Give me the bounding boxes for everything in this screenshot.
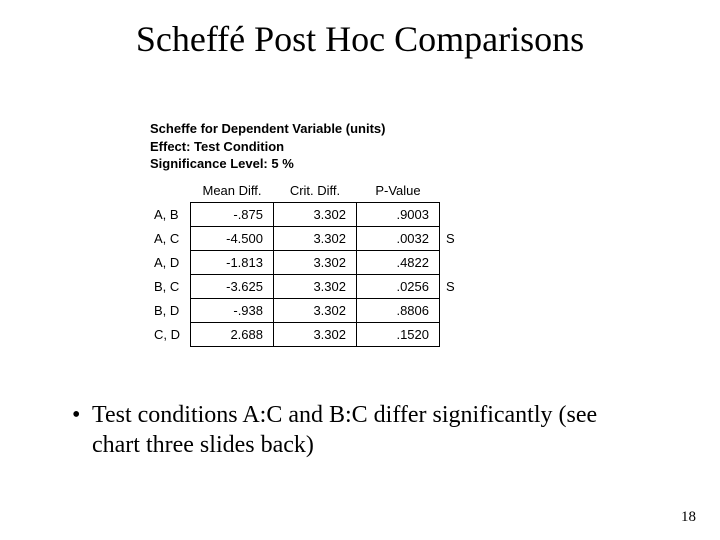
cell-mean: -4.500 (191, 226, 274, 250)
cell-mean: -.938 (191, 298, 274, 322)
slide-title: Scheffé Post Hoc Comparisons (0, 18, 720, 60)
table-row: C, D 2.688 3.302 .1520 (150, 322, 470, 346)
table-header-lines: Scheffe for Dependent Variable (units) E… (150, 120, 570, 173)
cell-sig (440, 202, 471, 226)
cell-sig (440, 250, 471, 274)
col-crit-diff: Crit. Diff. (274, 179, 357, 203)
cell-mean: -3.625 (191, 274, 274, 298)
cell-crit: 3.302 (274, 226, 357, 250)
table-row: A, C -4.500 3.302 .0032 S (150, 226, 470, 250)
table-header-line-3: Significance Level: 5 % (150, 155, 570, 173)
col-p-value: P-Value (357, 179, 440, 203)
slide: Scheffé Post Hoc Comparisons Scheffe for… (0, 0, 720, 540)
cell-sig (440, 322, 471, 346)
cell-sig (440, 298, 471, 322)
cell-p: .8806 (357, 298, 440, 322)
scheffe-table: Mean Diff. Crit. Diff. P-Value A, B -.87… (150, 179, 470, 347)
cell-p: .0256 (357, 274, 440, 298)
cell-crit: 3.302 (274, 202, 357, 226)
col-sig-blank (440, 179, 471, 203)
cell-mean: -.875 (191, 202, 274, 226)
col-mean-diff: Mean Diff. (191, 179, 274, 203)
row-label: A, B (150, 202, 191, 226)
cell-mean: 2.688 (191, 322, 274, 346)
row-label: B, C (150, 274, 191, 298)
cell-sig: S (440, 274, 471, 298)
table-row: A, D -1.813 3.302 .4822 (150, 250, 470, 274)
cell-p: .4822 (357, 250, 440, 274)
cell-crit: 3.302 (274, 322, 357, 346)
bullet-item: •Test conditions A:C and B:C differ sign… (72, 400, 652, 460)
row-label: A, D (150, 250, 191, 274)
cell-p: .1520 (357, 322, 440, 346)
cell-crit: 3.302 (274, 250, 357, 274)
scheffe-table-block: Scheffe for Dependent Variable (units) E… (150, 120, 570, 347)
row-label: B, D (150, 298, 191, 322)
cell-p: .0032 (357, 226, 440, 250)
table-header-line-1: Scheffe for Dependent Variable (units) (150, 120, 570, 138)
table-header-row: Mean Diff. Crit. Diff. P-Value (150, 179, 470, 203)
table-row: B, D -.938 3.302 .8806 (150, 298, 470, 322)
table-row: A, B -.875 3.302 .9003 (150, 202, 470, 226)
table-header-line-2: Effect: Test Condition (150, 138, 570, 156)
table-row: B, C -3.625 3.302 .0256 S (150, 274, 470, 298)
cell-crit: 3.302 (274, 274, 357, 298)
cell-sig: S (440, 226, 471, 250)
page-number: 18 (681, 509, 696, 526)
cell-mean: -1.813 (191, 250, 274, 274)
cell-p: .9003 (357, 202, 440, 226)
cell-crit: 3.302 (274, 298, 357, 322)
row-label: A, C (150, 226, 191, 250)
table-corner-blank (150, 179, 191, 203)
bullet-marker: • (72, 400, 92, 430)
row-label: C, D (150, 322, 191, 346)
bullet-text: Test conditions A:C and B:C differ signi… (92, 400, 642, 460)
